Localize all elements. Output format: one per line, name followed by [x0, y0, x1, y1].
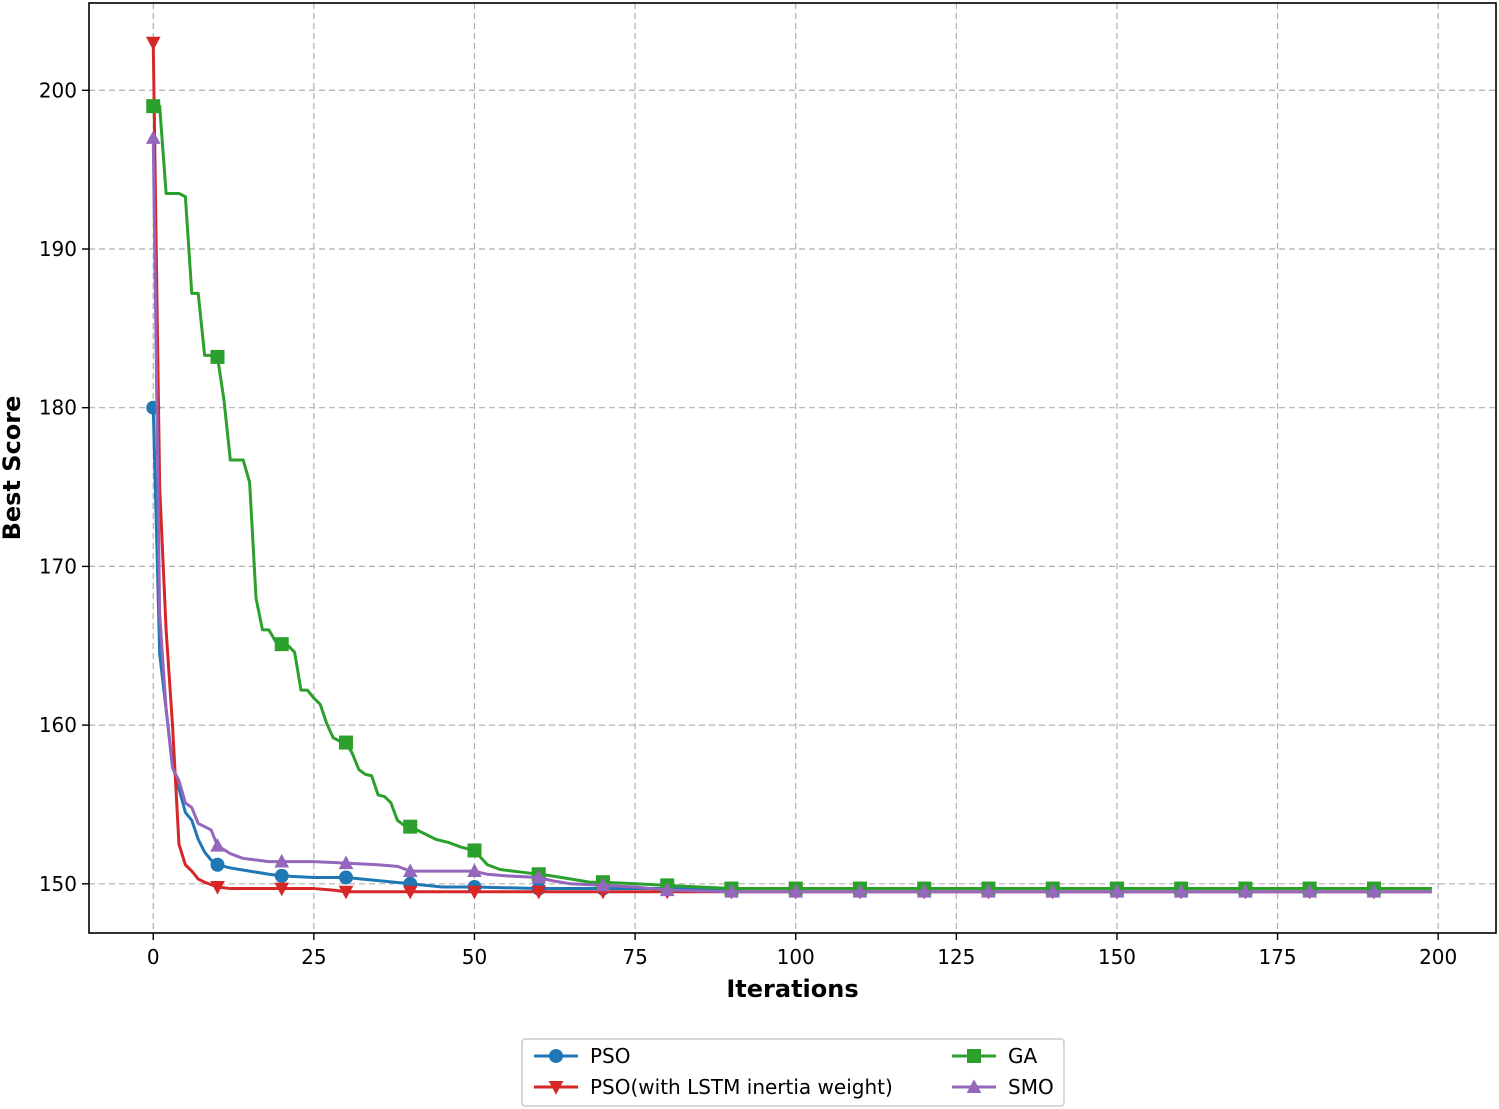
data-point-marker — [659, 882, 675, 897]
x-tick-label: 0 — [147, 945, 160, 969]
data-point-marker — [210, 881, 225, 895]
data-point-marker — [981, 884, 996, 898]
data-point-marker — [210, 857, 225, 872]
series-layer — [145, 36, 1432, 900]
data-point-marker — [402, 885, 418, 900]
series-line — [153, 104, 1432, 891]
data-point-marker — [274, 882, 290, 897]
data-point-marker — [467, 885, 482, 900]
data-point-marker — [402, 863, 418, 878]
series-line — [151, 137, 1432, 894]
y-tick-label: 150 — [39, 872, 77, 896]
legend-items: PSO PSO(with LSTM inertia weight) GA SMO — [534, 1044, 1054, 1099]
data-point-marker — [1173, 884, 1189, 898]
series-smo — [145, 130, 1432, 898]
data-point-marker — [1045, 884, 1061, 898]
data-point-marker — [403, 819, 418, 834]
data-point-marker — [788, 884, 804, 898]
data-point-marker — [531, 885, 547, 900]
data-point-marker — [210, 838, 225, 852]
x-tick-label: 25 — [301, 945, 326, 969]
data-point-marker — [338, 735, 353, 750]
data-point-marker — [338, 885, 354, 900]
y-axis-ticks: 150 160 170 180 190 200 — [39, 78, 89, 896]
data-point-marker — [724, 884, 739, 898]
legend-label: GA — [1008, 1044, 1037, 1068]
x-tick-label: 125 — [937, 945, 975, 969]
legend-entry: GA — [952, 1044, 1037, 1068]
x-tick-label: 175 — [1258, 945, 1296, 969]
data-point-marker — [1109, 884, 1125, 898]
data-point-marker — [916, 884, 932, 898]
data-point-marker — [548, 1081, 564, 1095]
legend-entry: PSO — [534, 1044, 631, 1068]
series-line — [151, 407, 1432, 891]
data-point-marker — [1366, 884, 1382, 898]
series-pso-with-lstm-inertia-weight — [145, 36, 1432, 900]
legend-box — [521, 1038, 1065, 1107]
x-tick-label: 75 — [622, 945, 647, 969]
data-point-marker — [145, 130, 161, 144]
data-point-marker — [274, 853, 290, 868]
data-point-marker — [274, 868, 289, 883]
data-point-marker — [274, 637, 289, 652]
legend-entry: SMO — [952, 1075, 1054, 1099]
x-tick-label: 50 — [462, 945, 487, 969]
series-pso — [146, 400, 1432, 896]
data-point-marker — [531, 869, 547, 884]
data-point-marker — [338, 855, 354, 870]
y-tick-label: 180 — [39, 396, 77, 420]
data-point-marker — [966, 1079, 982, 1093]
data-point-marker — [210, 349, 225, 364]
x-tick-label: 150 — [1098, 945, 1136, 969]
y-tick-label: 190 — [39, 237, 77, 261]
x-tick-label: 100 — [777, 945, 815, 969]
data-point-marker — [467, 843, 482, 858]
series-line — [151, 42, 1432, 894]
data-point-marker — [145, 36, 161, 51]
y-tick-label: 200 — [39, 78, 77, 102]
legend: PSO PSO(with LSTM inertia weight) GA SMO — [521, 1038, 1065, 1107]
legend-label: SMO — [1008, 1075, 1054, 1099]
legend-entry: PSO(with LSTM inertia weight) — [534, 1075, 893, 1099]
y-axis-title: Best Score — [0, 396, 26, 541]
y-tick-label: 170 — [39, 554, 77, 578]
series-ga — [146, 99, 1432, 896]
data-point-marker — [338, 870, 353, 885]
legend-label: PSO — [590, 1044, 631, 1068]
plot-frame — [88, 2, 1497, 934]
legend-label: PSO(with LSTM inertia weight) — [590, 1075, 893, 1099]
data-point-marker — [146, 99, 161, 114]
grid — [89, 3, 1496, 933]
data-point-marker — [467, 863, 482, 878]
y-tick-label: 160 — [39, 713, 77, 737]
x-axis-title: Iterations — [726, 975, 858, 1003]
data-point-marker — [852, 884, 868, 898]
data-point-marker — [595, 877, 611, 892]
data-point-marker — [1302, 884, 1318, 898]
data-point-marker — [967, 1049, 981, 1063]
x-tick-label: 200 — [1419, 945, 1457, 969]
data-point-marker — [1238, 884, 1253, 898]
data-point-marker — [549, 1049, 563, 1063]
x-axis-ticks: 0 25 50 75 100 125 150 175 200 — [147, 933, 1457, 969]
